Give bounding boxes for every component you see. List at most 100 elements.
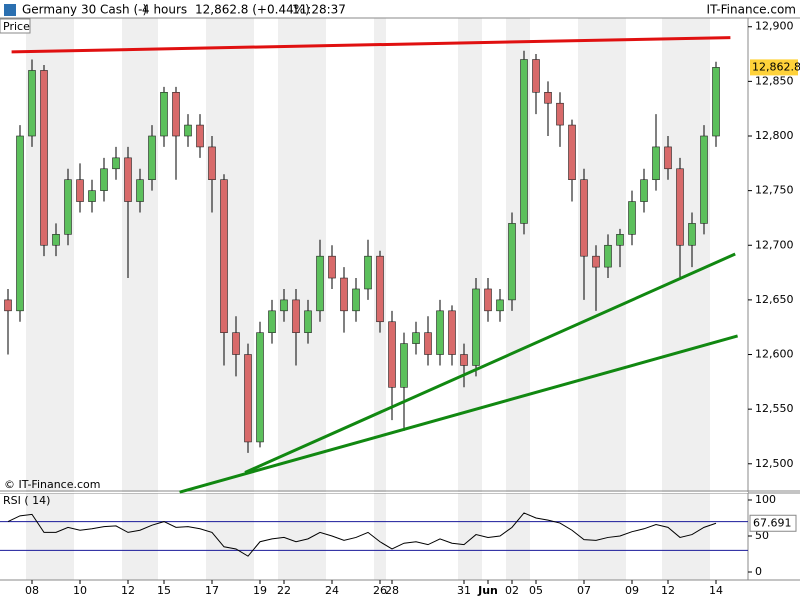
candle-body [412, 332, 420, 344]
candle-body [592, 255, 600, 268]
candle-body [52, 234, 60, 246]
candle-body [148, 135, 156, 181]
candle-body [424, 332, 432, 355]
y-tick-label: 0 [755, 565, 762, 578]
y-tick-label: 12,800 [755, 129, 794, 142]
candle-body [544, 91, 552, 104]
candle-body [400, 343, 408, 388]
candle-body [136, 179, 144, 202]
rsi-last-box [749, 514, 797, 532]
candle-body [124, 157, 132, 202]
candle-body [688, 223, 696, 246]
candle-body [268, 310, 276, 333]
candle-body [496, 299, 504, 312]
candle-body [280, 299, 288, 312]
rsi-line [7, 512, 717, 557]
candle-body [100, 168, 108, 191]
day-stripe [662, 18, 710, 580]
trendline [179, 334, 739, 494]
y-tick-label: 12,500 [755, 457, 794, 470]
pane-label-box [0, 18, 31, 34]
y-tick-label: 50 [755, 529, 769, 542]
x-tick-label: 05 [529, 584, 543, 597]
candle-body [532, 59, 540, 93]
x-tick-label: 12 [121, 584, 135, 597]
y-tick-label: 12,650 [755, 293, 794, 306]
candle-body [700, 135, 708, 224]
brand: IT-Finance.com [707, 3, 796, 17]
candle-body [628, 201, 636, 235]
candle-body [76, 179, 84, 202]
y-tick-label: 100 [755, 493, 776, 506]
candle-body [580, 179, 588, 257]
pane-label: Price [3, 20, 30, 33]
x-tick-label: 28 [385, 584, 399, 597]
x-tick-label: 22 [277, 584, 291, 597]
candle-body [256, 332, 264, 443]
candle-body [568, 124, 576, 181]
frame [0, 492, 748, 493]
candle-body [508, 223, 516, 301]
candle-body [244, 354, 252, 443]
candle-body [556, 102, 564, 126]
x-tick-label: 15 [157, 584, 171, 597]
candle-body [436, 310, 444, 355]
day-stripe [206, 18, 254, 580]
candle-body [328, 255, 336, 279]
candle-body [640, 179, 648, 202]
rsi-last-label: 67.691 [753, 516, 792, 529]
candle-body [4, 299, 12, 312]
candle-body [364, 255, 372, 290]
candle-body [112, 157, 120, 170]
y-tick-label: 12,700 [755, 238, 794, 251]
x-tick-label: 31 [457, 584, 471, 597]
candle-body [460, 354, 468, 366]
y-tick-label: 12,600 [755, 348, 794, 361]
x-tick-label: 09 [625, 584, 639, 597]
candle-body [472, 288, 480, 366]
x-tick-label: Jun [477, 584, 498, 597]
last-price-box [750, 59, 798, 76]
instrument: Germany 30 Cash (-) [22, 3, 147, 17]
x-tick-label: 14 [709, 584, 723, 597]
y-tick-label: 12,750 [755, 184, 794, 197]
time: 11:28:37 [292, 3, 346, 17]
candle-body [484, 288, 492, 312]
day-stripe [122, 18, 158, 580]
last-price-label: 12,862.8 [752, 60, 800, 73]
candle-body [652, 146, 660, 181]
x-tick-label: 02 [505, 584, 519, 597]
candle-body [64, 179, 72, 235]
trendline [244, 252, 736, 474]
trendline [11, 36, 731, 54]
candle-body [16, 135, 24, 312]
candle-body [712, 67, 720, 137]
candle-body [232, 332, 240, 355]
candle-body [304, 310, 312, 333]
credit: © IT-Finance.com [4, 478, 101, 491]
candle-body [196, 124, 204, 148]
x-tick-label: 10 [73, 584, 87, 597]
x-tick-label: 07 [577, 584, 591, 597]
quote: 12,862.8 (+0.44%) [195, 3, 310, 17]
candle-body [604, 244, 612, 268]
x-tick-label: 17 [205, 584, 219, 597]
candle-body [88, 190, 96, 202]
x-tick-label: 19 [253, 584, 267, 597]
candle-body [520, 59, 528, 224]
y-tick-label: 12,900 [755, 20, 794, 33]
x-tick-label: 26 [373, 584, 387, 597]
x-tick-label: 12 [661, 584, 675, 597]
candle-body [28, 70, 36, 137]
candle-body [220, 179, 228, 333]
pane-label: RSI ( 14) [3, 494, 50, 507]
candle-body [208, 146, 216, 181]
candle-body [340, 277, 348, 312]
logo [4, 4, 16, 16]
y-tick-label: 12,550 [755, 402, 794, 415]
candle-body [292, 299, 300, 333]
candle-body [160, 91, 168, 137]
candle-body [388, 321, 396, 388]
candle-body [616, 234, 624, 246]
candle-body [448, 310, 456, 355]
